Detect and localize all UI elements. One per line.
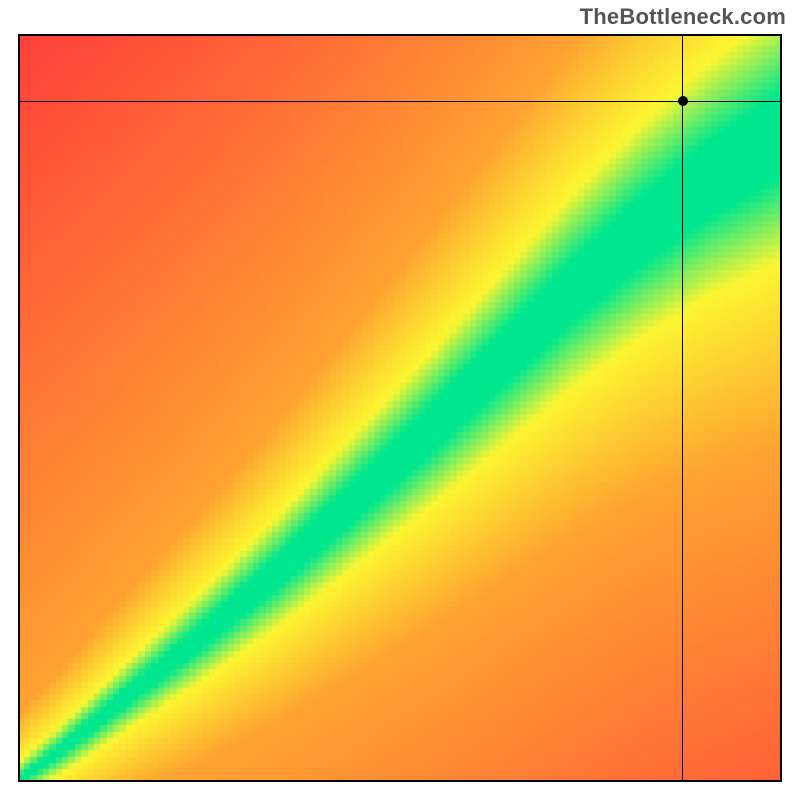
heatmap-canvas: [18, 34, 782, 782]
plot-area: [18, 34, 782, 782]
watermark-text: TheBottleneck.com: [580, 4, 786, 30]
figure-root: TheBottleneck.com: [0, 0, 800, 800]
